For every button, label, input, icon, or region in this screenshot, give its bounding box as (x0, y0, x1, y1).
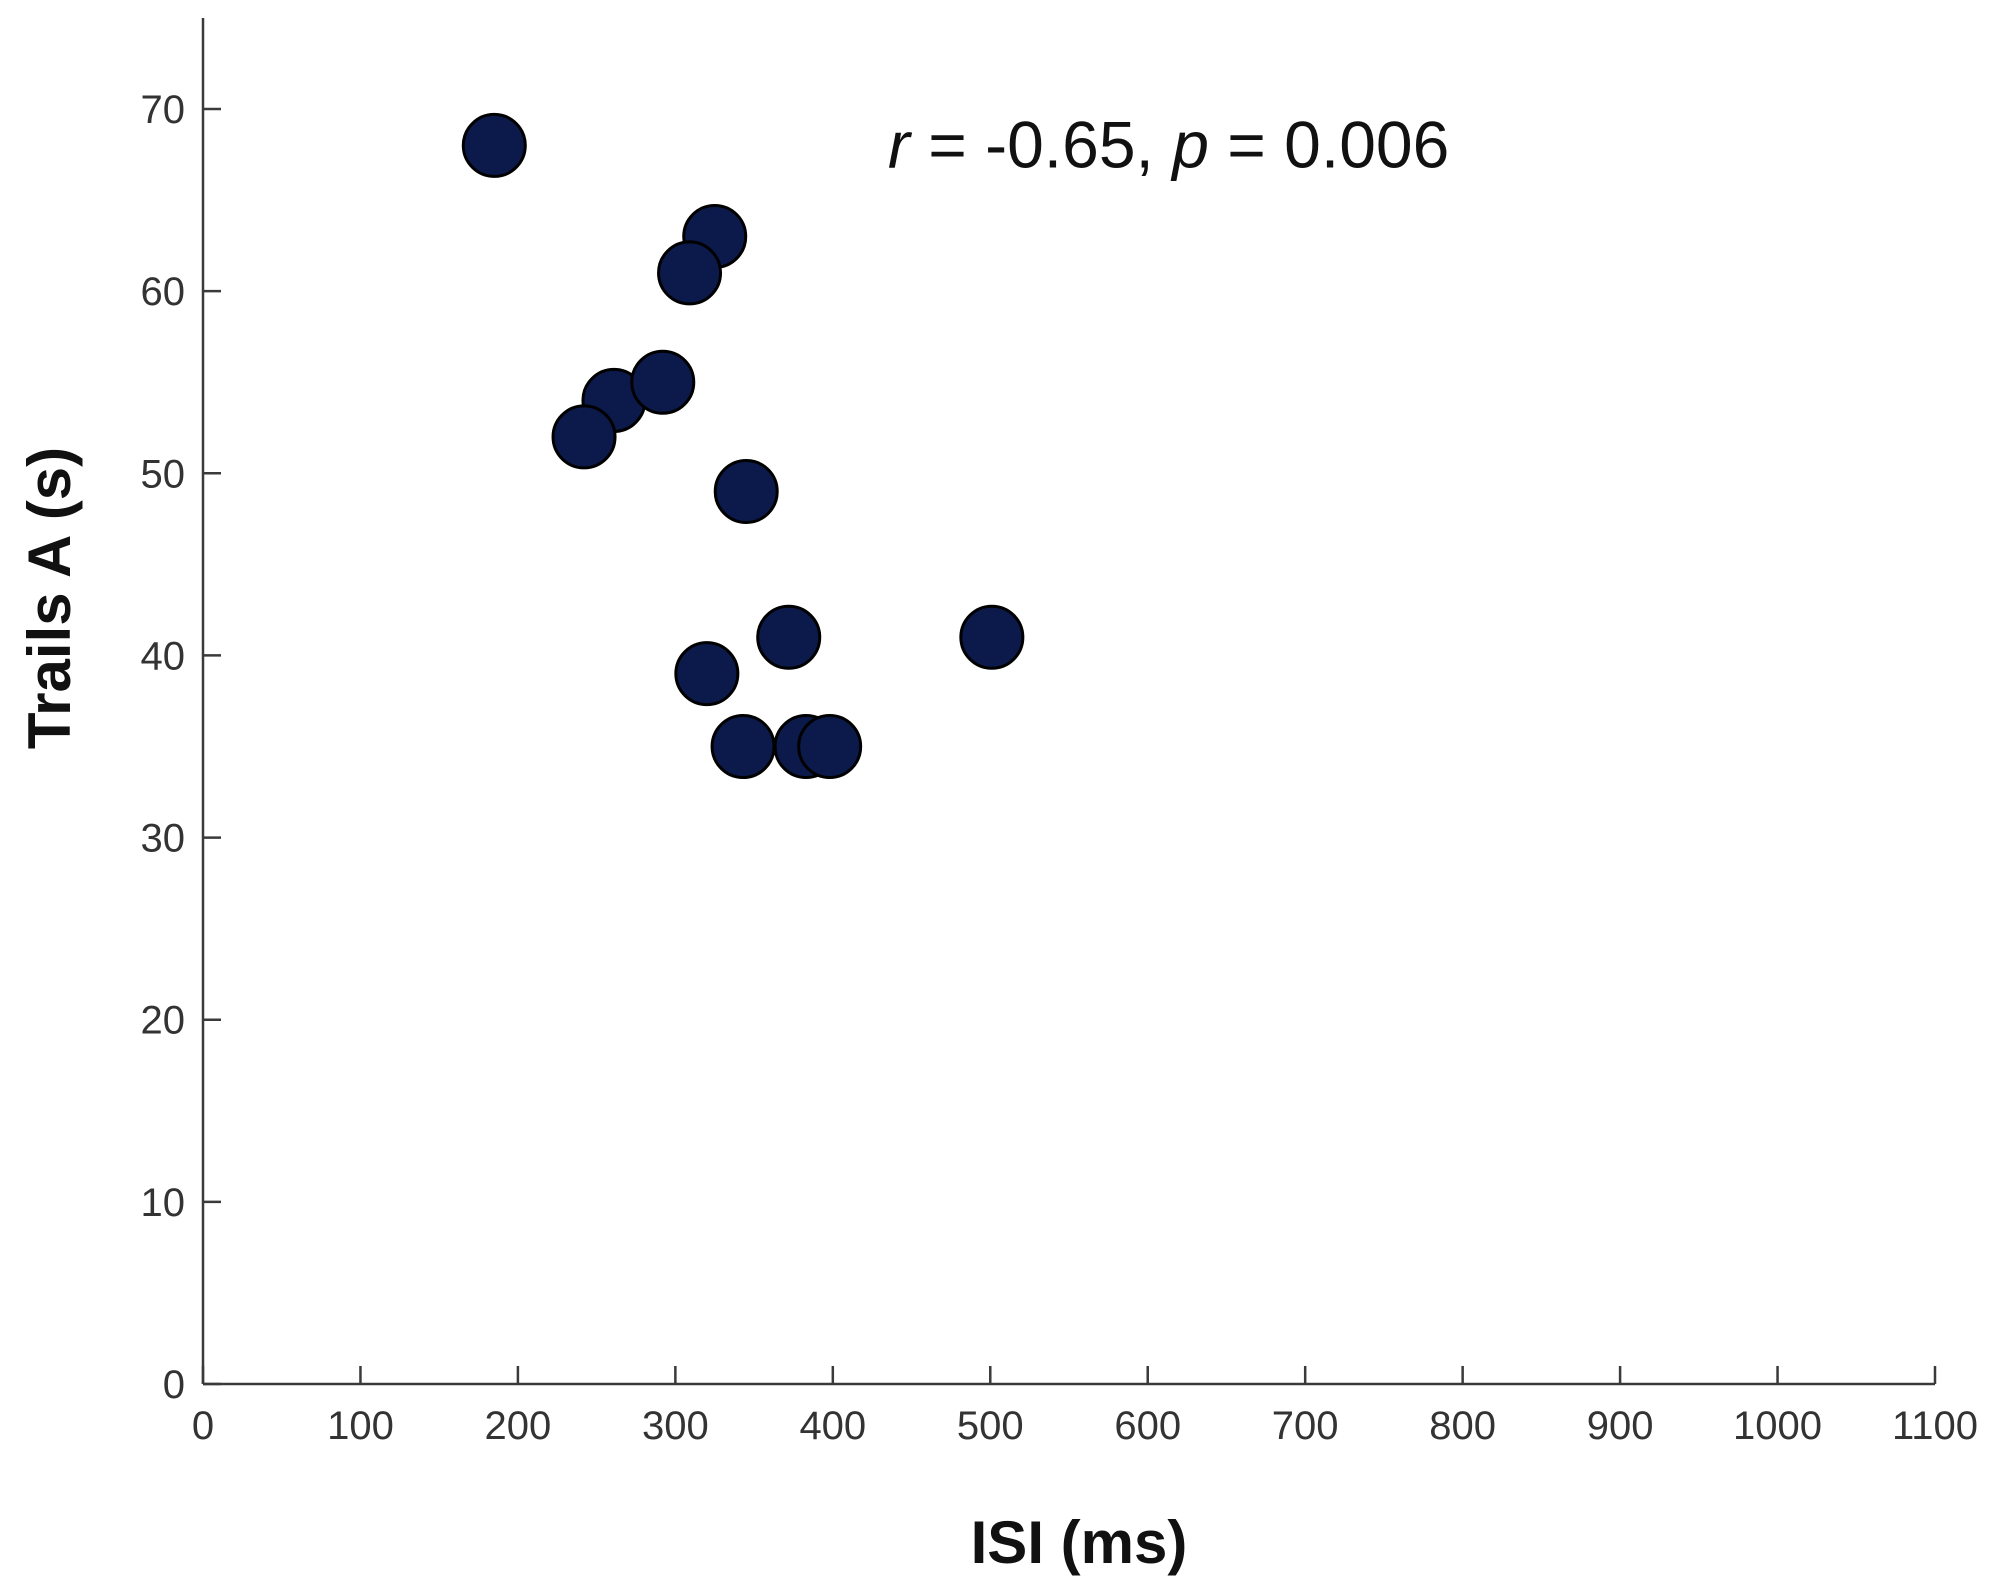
y-tick-label: 30 (141, 817, 186, 861)
y-tick-label: 40 (141, 634, 186, 678)
x-tick-label: 900 (1587, 1404, 1654, 1448)
scatter-point (551, 404, 617, 470)
scatter-point (674, 641, 740, 707)
y-axis-ticks: 0 10 20 30 40 50 60 70 (141, 88, 221, 1407)
scatter-point (797, 714, 863, 779)
p-value: = 0.006 (1209, 107, 1449, 181)
y-tick-label: 10 (141, 1181, 186, 1225)
y-tick-label: 50 (141, 452, 186, 496)
correlation-annotation: r = -0.65, p = 0.006 (888, 107, 1449, 181)
scatter-point (710, 714, 776, 779)
x-tick-label: 700 (1272, 1404, 1339, 1448)
x-tick-label: 600 (1114, 1404, 1181, 1448)
r-symbol: r (888, 107, 913, 181)
x-tick-label: 800 (1429, 1404, 1496, 1448)
scatter-point (959, 604, 1025, 670)
y-tick-label: 20 (141, 999, 186, 1043)
scatter-point (657, 240, 723, 306)
x-tick-label: 0 (192, 1404, 214, 1448)
x-tick-label: 300 (642, 1404, 709, 1448)
x-tick-label: 400 (799, 1404, 866, 1448)
x-axis-title: ISI (ms) (971, 1509, 1188, 1576)
scatter-point (713, 459, 779, 524)
x-tick-label: 1000 (1733, 1404, 1822, 1448)
scatter-point (461, 112, 527, 178)
y-tick-label: 60 (141, 270, 186, 314)
x-tick-label: 500 (957, 1404, 1024, 1448)
y-tick-label: 70 (141, 88, 186, 132)
p-symbol: p (1170, 107, 1209, 181)
scatter-point (630, 349, 696, 415)
scatter-point (756, 604, 822, 670)
r-value: = -0.65, (910, 107, 1172, 181)
x-tick-label: 100 (327, 1404, 394, 1448)
x-tick-label: 200 (485, 1404, 552, 1448)
y-axis-title: Trails A (s) (16, 447, 83, 749)
scatter-points (461, 112, 1025, 779)
x-tick-label: 1100 (1892, 1404, 1978, 1448)
y-tick-label: 0 (163, 1363, 185, 1407)
x-axis-ticks: 0 100 200 300 400 500 600 700 800 900 1000 1100 (192, 1366, 1978, 1448)
